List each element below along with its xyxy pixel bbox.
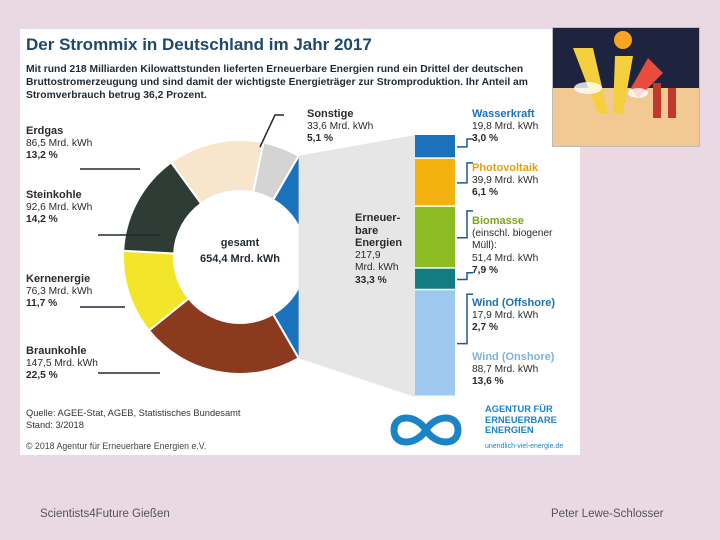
label-wind-onshore: Wind (Onshore) 88,7 Mrd. kWh 13,6 % — [472, 351, 554, 389]
slice-percent: 33,3 % — [355, 274, 387, 286]
label-steinkohle: Steinkohle 92,6 Mrd. kWh 14,2 % — [26, 189, 92, 227]
stack-segment-wind-offshore- — [415, 268, 455, 289]
slice-name: Kernenergie — [26, 273, 91, 285]
stack-segment-biomasse — [415, 206, 455, 268]
stack-leader-line — [457, 162, 473, 184]
segment-value: 19,8 Mrd. kWh — [472, 120, 539, 132]
stack-segment-wasserkraft — [415, 135, 455, 158]
logo-text: AGENTUR FÜR ERNEUERBARE ENERGIEN — [485, 404, 557, 436]
stack-segment-photovoltaik — [415, 158, 455, 206]
logo-url: unendlich-viel-energie.de — [485, 443, 564, 450]
logo-line: ENERGIEN — [485, 425, 534, 435]
slice-value: 92,6 Mrd. kWh — [26, 201, 93, 213]
center-label: gesamt — [220, 237, 260, 249]
slice-name: Braunkohle — [26, 345, 87, 357]
slice-value: 147,5 Mrd. kWh — [26, 357, 98, 369]
label-photovoltaik: Photovoltaik 39,9 Mrd. kWh 6,1 % — [472, 162, 538, 200]
stack-segment-wind-onshore- — [415, 290, 455, 396]
label-kernenergie: Kernenergie 76,3 Mrd. kWh 11,7 % — [26, 273, 92, 311]
slice-amount: Mrd. kWh — [355, 262, 399, 273]
label-wind-offshore: Wind (Offshore) 17,9 Mrd. kWh 2,7 % — [472, 297, 555, 335]
label-erneuerbare: Erneuer-bare Energien 217,9 Mrd. kWh 33,… — [355, 212, 413, 287]
label-sonstige: Sonstige 33,6 Mrd. kWh 5,1 % — [307, 108, 373, 146]
segment-sub: (einschl. biogener Müll): — [472, 227, 553, 252]
segment-name: Wasserkraft — [472, 108, 535, 120]
slice-value: 76,3 Mrd. kWh — [26, 285, 93, 297]
segment-value: 88,7 Mrd. kWh — [472, 363, 539, 375]
slice-name: Erdgas — [26, 125, 64, 137]
segment-percent: 7,9 % — [472, 265, 499, 276]
chart-title: Der Strommix in Deutschland im Jahr 2017 — [26, 35, 372, 54]
slice-percent: 5,1 % — [307, 133, 334, 144]
stack-leader-line — [457, 271, 473, 281]
segment-name: Wind (Onshore) — [472, 351, 555, 363]
renewables-connector — [298, 135, 415, 397]
slice-percent: 13,2 % — [26, 150, 58, 161]
slice-value: 86,5 Mrd. kWh — [26, 137, 93, 149]
label-wasserkraft: Wasserkraft 19,8 Mrd. kWh 3,0 % — [472, 108, 538, 146]
slice-name: Steinkohle — [26, 189, 82, 201]
segment-name: Photovoltaik — [472, 162, 539, 174]
slice-percent: 11,7 % — [26, 298, 58, 309]
slice-percent: 22,5 % — [26, 370, 58, 381]
logo-line: AGENTUR FÜR — [485, 404, 553, 414]
segment-value: 39,9 Mrd. kWh — [472, 174, 539, 186]
infographic-card: Der Strommix in Deutschland im Jahr 2017… — [20, 29, 580, 455]
logo-line: ERNEUERBARE — [485, 414, 557, 425]
segment-value: 51,4 Mrd. kWh — [472, 252, 539, 264]
source-block: Quelle: AGEE-Stat, AGEB, Statistisches B… — [26, 407, 240, 431]
stack-leader-line — [457, 210, 473, 239]
segment-name: Biomasse — [472, 215, 524, 227]
illustration-image — [553, 28, 699, 146]
donut-slice-braunkohle — [147, 297, 300, 375]
slice-name: Erneuer-bare Energien — [355, 212, 403, 249]
stand-text: Stand: 3/2018 — [26, 420, 84, 430]
slice-percent: 14,2 % — [26, 214, 58, 225]
label-erdgas: Erdgas 86,5 Mrd. kWh 13,2 % — [26, 125, 92, 163]
stack-leader-line — [457, 293, 473, 345]
donut-chart — [80, 114, 473, 397]
infinity-logo-icon — [390, 414, 462, 446]
slice-name: Sonstige — [307, 108, 354, 120]
label-leader-line — [259, 114, 284, 148]
footer-left: Scientists4Future Gießen — [40, 508, 170, 520]
center-value: 654,4 Mrd. kWh — [199, 253, 281, 265]
stack-leader-line — [457, 138, 473, 148]
segment-percent: 2,7 % — [472, 322, 499, 333]
donut-slice-sonstige — [252, 141, 300, 202]
segment-name: Wind (Offshore) — [472, 297, 555, 309]
chart-subtitle: Mit rund 218 Milliarden Kilowattstunden … — [26, 64, 528, 101]
segment-percent: 6,1 % — [472, 187, 499, 198]
label-braunkohle: Braunkohle 147,5 Mrd. kWh 22,5 % — [26, 345, 98, 383]
slice-value: 217,9 — [355, 249, 381, 261]
footer-right: Peter Lewe-Schlosser — [551, 508, 664, 520]
slice-value: 33,6 Mrd. kWh — [307, 120, 374, 132]
segment-percent: 3,0 % — [472, 133, 499, 144]
segment-value: 17,9 Mrd. kWh — [472, 309, 539, 321]
source-text: Quelle: AGEE-Stat, AGEB, Statistisches B… — [26, 408, 241, 418]
label-biomasse: Biomasse (einschl. biogener Müll): 51,4 … — [472, 215, 567, 278]
thumbnail-illustration — [552, 27, 700, 147]
copyright: © 2018 Agentur für Erneuerbare Energien … — [26, 441, 207, 451]
segment-percent: 13,6 % — [472, 376, 504, 387]
